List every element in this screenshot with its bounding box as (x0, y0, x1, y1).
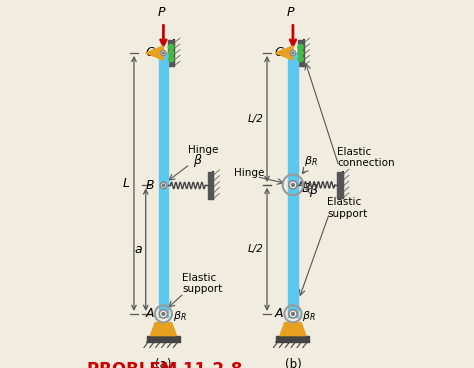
Circle shape (168, 45, 174, 50)
Circle shape (290, 50, 296, 56)
Text: L/2: L/2 (247, 244, 263, 254)
Text: Elastic: Elastic (182, 273, 217, 283)
Bar (159, 53, 168, 317)
Circle shape (162, 312, 165, 315)
Circle shape (289, 181, 297, 189)
Text: (a): (a) (155, 358, 172, 368)
Text: support: support (327, 209, 367, 219)
Text: C: C (145, 46, 154, 60)
Text: L: L (122, 177, 129, 190)
Circle shape (168, 56, 174, 61)
Bar (208, 172, 213, 199)
Polygon shape (147, 336, 180, 342)
Circle shape (163, 52, 164, 54)
Circle shape (292, 183, 294, 186)
Text: support: support (182, 284, 222, 294)
Text: β: β (193, 153, 201, 167)
Circle shape (298, 45, 303, 50)
Circle shape (162, 184, 164, 187)
Text: $\beta_R$: $\beta_R$ (303, 155, 317, 169)
Text: B: B (146, 179, 154, 192)
Polygon shape (276, 336, 310, 342)
Text: PROBLEM 11.2-8: PROBLEM 11.2-8 (87, 361, 242, 368)
Circle shape (289, 310, 297, 318)
Circle shape (160, 182, 167, 189)
Text: connection: connection (337, 158, 395, 169)
Text: A: A (275, 307, 283, 320)
Circle shape (292, 312, 294, 315)
Text: Elastic: Elastic (337, 146, 371, 157)
Text: L/2: L/2 (247, 114, 263, 124)
Text: β: β (309, 184, 317, 197)
Circle shape (298, 56, 303, 61)
Polygon shape (275, 46, 293, 60)
Text: a: a (134, 243, 142, 256)
Polygon shape (146, 46, 164, 60)
Text: P: P (287, 6, 294, 19)
Text: P: P (157, 6, 165, 19)
Bar (168, 40, 174, 66)
Bar (337, 171, 343, 198)
Text: $\beta_R$: $\beta_R$ (302, 309, 316, 323)
Text: Elastic: Elastic (327, 197, 361, 207)
Circle shape (298, 50, 303, 56)
Bar (298, 40, 303, 66)
Circle shape (292, 52, 294, 54)
Text: Hinge: Hinge (188, 145, 219, 155)
Circle shape (159, 310, 167, 318)
Text: Hinge: Hinge (234, 168, 264, 178)
Text: B: B (301, 182, 310, 195)
Circle shape (168, 50, 174, 56)
Bar (288, 53, 298, 317)
Text: C: C (275, 46, 283, 60)
Polygon shape (150, 323, 176, 336)
Circle shape (161, 50, 166, 56)
Text: A: A (146, 307, 154, 320)
Text: $\beta_R$: $\beta_R$ (173, 309, 187, 323)
Text: (b): (b) (284, 358, 301, 368)
Polygon shape (280, 323, 306, 336)
